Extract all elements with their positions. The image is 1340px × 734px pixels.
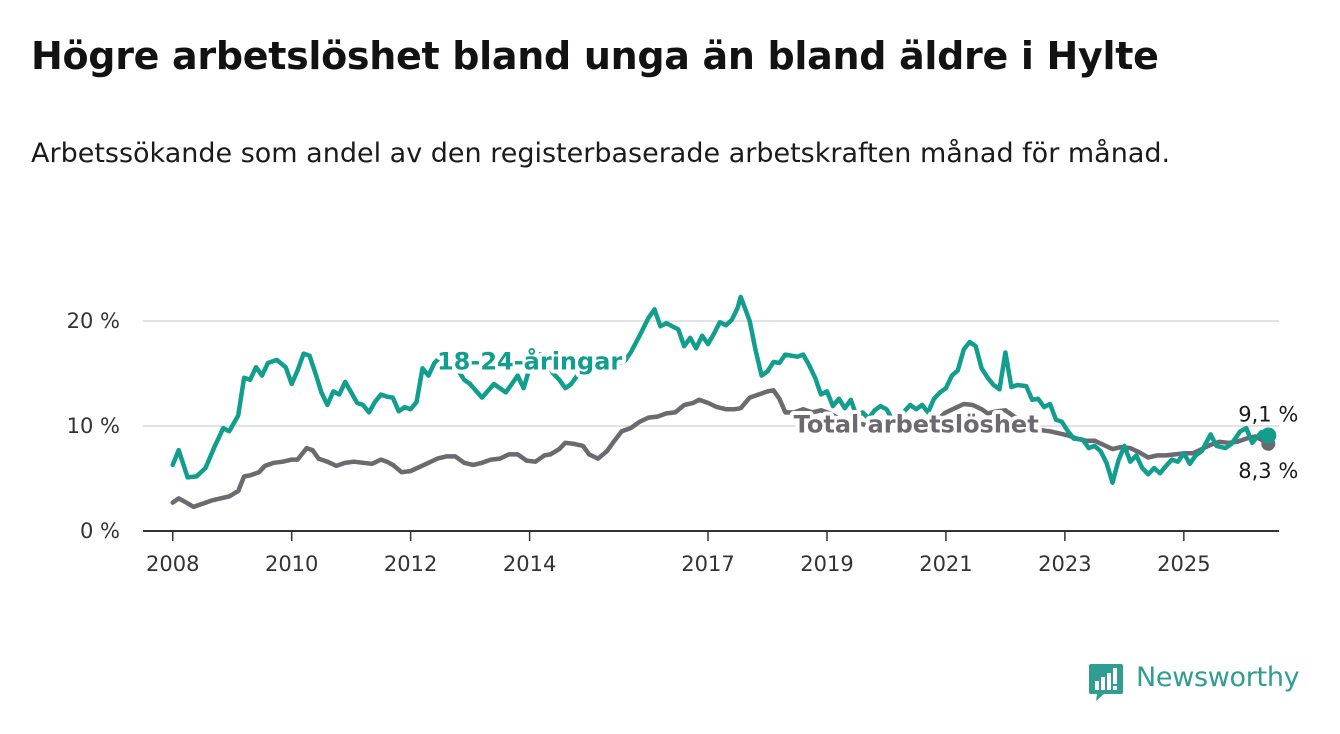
end-value-young: 9,1 % bbox=[1238, 402, 1298, 426]
y-tick-label: 20 % bbox=[67, 309, 120, 333]
x-tick-label: 2010 bbox=[265, 552, 318, 576]
series-lines bbox=[170, 294, 1277, 510]
bar-chart-speech-icon bbox=[1089, 664, 1123, 701]
newsworthy-logo: Newsworthy bbox=[1088, 660, 1318, 706]
series-endpoint-young bbox=[1260, 427, 1277, 444]
x-tick-label: 2025 bbox=[1157, 552, 1210, 576]
series-label-halo: 18-24-åringar bbox=[437, 346, 622, 375]
end-value-total: 8,3 % bbox=[1238, 459, 1298, 483]
x-tick-label: 2017 bbox=[681, 552, 734, 576]
x-tick-label: 2019 bbox=[800, 552, 853, 576]
series-line-young bbox=[170, 294, 1271, 485]
series-label-halo: Total arbetslöshet bbox=[794, 410, 1039, 438]
brand-name: Newsworthy bbox=[1136, 662, 1300, 693]
x-tick-label: 2023 bbox=[1038, 552, 1091, 576]
chart-title: Högre arbetslöshet bland unga än bland ä… bbox=[31, 34, 1159, 78]
series-line-total bbox=[170, 388, 1271, 510]
gridlines bbox=[143, 320, 1279, 427]
x-tick-label: 2008 bbox=[146, 552, 199, 576]
x-axis: 2008 2010 2012 2014 2017 2019 2021 2023 2025 bbox=[143, 530, 1279, 576]
line-chart: 0 % 10 % 20 % 2008 2010 2012 2014 2017 2019 2021… bbox=[67, 294, 1298, 576]
y-axis: 0 % 10 % 20 % bbox=[67, 309, 120, 543]
x-tick-label: 2021 bbox=[919, 552, 972, 576]
series-label-total: Total arbetslöshet bbox=[794, 410, 1039, 438]
y-tick-label: 0 % bbox=[80, 519, 120, 543]
x-tick-label: 2012 bbox=[384, 552, 437, 576]
chart-subtitle: Arbetssökande som andel av den registerb… bbox=[31, 138, 1171, 169]
series-label-young: 18-24-åringar bbox=[437, 346, 622, 375]
x-tick-label: 2014 bbox=[503, 552, 556, 576]
y-tick-label: 10 % bbox=[67, 414, 120, 438]
